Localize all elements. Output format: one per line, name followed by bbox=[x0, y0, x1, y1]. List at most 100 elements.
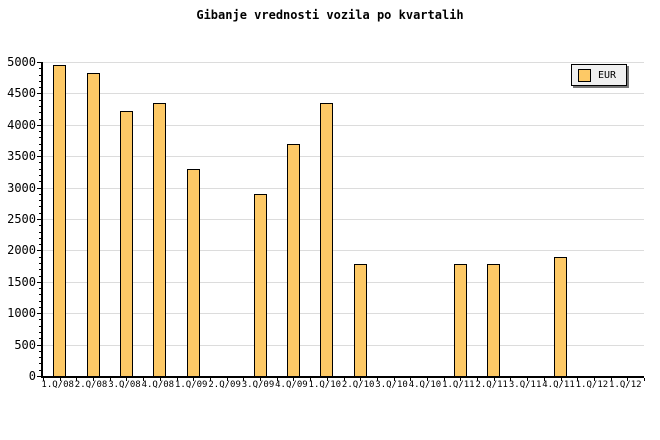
x-axis-label: 2.Q/09 bbox=[208, 380, 241, 390]
y-tick-label: 1500 bbox=[7, 274, 36, 289]
x-axis-tick bbox=[593, 378, 595, 381]
x-axis-tick bbox=[43, 378, 44, 381]
y-axis-tick bbox=[37, 124, 41, 126]
y-axis-tick bbox=[39, 137, 41, 139]
y-axis-tick bbox=[39, 369, 41, 371]
y-axis-tick bbox=[39, 181, 41, 183]
x-axis-label: 3.Q/09 bbox=[241, 380, 275, 390]
x-axis-tick bbox=[209, 378, 211, 381]
gridline bbox=[43, 187, 644, 189]
y-axis-tick bbox=[39, 225, 41, 227]
x-axis-tick bbox=[76, 378, 78, 381]
y-axis-tick bbox=[37, 281, 41, 283]
y-tick-label: 2500 bbox=[7, 212, 36, 226]
y-axis-tick bbox=[39, 68, 41, 70]
x-axis-tick bbox=[226, 378, 228, 381]
x-axis-label: 4.Q/08 bbox=[141, 380, 175, 390]
x-axis-tick bbox=[560, 378, 562, 381]
bar bbox=[119, 110, 133, 376]
x-axis-label: 1.Q/09 bbox=[174, 380, 208, 390]
y-axis-tick bbox=[39, 162, 41, 164]
legend-label: EUR bbox=[598, 69, 617, 81]
x-axis-label: 2.Q/10 bbox=[341, 380, 375, 390]
legend-swatch-eur bbox=[578, 68, 591, 82]
x-axis-tick bbox=[577, 378, 579, 381]
y-axis-tick bbox=[39, 168, 41, 170]
x-axis-tick bbox=[143, 378, 145, 381]
y-axis-tick bbox=[39, 212, 41, 214]
y-axis-tick bbox=[39, 200, 41, 202]
x-axis-tick bbox=[376, 378, 378, 381]
x-axis-tick bbox=[644, 378, 645, 381]
y-axis-tick bbox=[39, 87, 41, 89]
x-axis-label: 1.Q/12 bbox=[609, 380, 642, 390]
x-axis-tick bbox=[410, 378, 412, 381]
y-axis-tick bbox=[39, 300, 41, 302]
bar bbox=[153, 102, 167, 376]
x-axis-label: 4.Q/10 bbox=[408, 380, 442, 390]
bar bbox=[487, 264, 501, 376]
y-axis-tick bbox=[37, 93, 41, 95]
y-axis-tick bbox=[39, 105, 41, 107]
legend: EUR bbox=[571, 64, 627, 86]
x-axis-tick bbox=[527, 378, 529, 381]
x-axis-tick bbox=[293, 378, 295, 381]
y-axis-tick bbox=[39, 262, 41, 264]
x-axis-tick bbox=[443, 378, 445, 381]
x-axis-label: 3.Q/11 bbox=[508, 380, 542, 390]
x-axis-tick bbox=[176, 378, 178, 381]
x-axis-label: 1.Q/11 bbox=[442, 380, 475, 390]
gridline bbox=[43, 344, 644, 346]
y-axis-tick bbox=[39, 231, 41, 233]
x-axis-tick bbox=[477, 378, 479, 381]
bar bbox=[286, 143, 300, 376]
y-axis-tick bbox=[39, 350, 41, 352]
bar bbox=[353, 264, 367, 376]
y-axis-tick bbox=[39, 269, 41, 271]
y-axis-tick bbox=[39, 244, 41, 246]
x-axis-label: 2.Q/11 bbox=[475, 380, 508, 390]
x-axis-tick bbox=[109, 378, 111, 381]
y-axis-tick bbox=[39, 149, 41, 151]
y-tick-label: 1000 bbox=[7, 306, 36, 321]
x-axis-label: 3.Q/08 bbox=[108, 380, 141, 390]
gridline bbox=[43, 156, 644, 158]
y-axis-tick bbox=[39, 275, 41, 277]
y-tick-label: 4000 bbox=[7, 117, 36, 132]
gridline bbox=[43, 313, 644, 315]
y-axis-tick bbox=[37, 219, 41, 220]
y-axis-tick bbox=[39, 288, 41, 290]
x-axis-label: 1.Q/12 bbox=[575, 380, 609, 390]
gridline bbox=[43, 62, 644, 63]
gridline bbox=[43, 124, 644, 126]
x-axis-tick bbox=[360, 378, 362, 381]
x-axis-tick bbox=[493, 378, 495, 381]
x-axis-tick bbox=[393, 378, 395, 381]
x-axis-label: 1.Q/10 bbox=[308, 380, 342, 390]
bar bbox=[253, 193, 267, 376]
x-axis-tick bbox=[93, 378, 95, 381]
x-axis-tick bbox=[243, 378, 245, 381]
bar bbox=[320, 102, 334, 376]
y-axis-tick bbox=[39, 306, 41, 308]
y-axis-tick bbox=[39, 118, 41, 120]
x-axis-tick bbox=[260, 378, 262, 381]
bar bbox=[453, 264, 467, 376]
x-axis-tick bbox=[426, 378, 428, 381]
plot-area bbox=[37, 62, 645, 381]
y-tick-label: 5000 bbox=[7, 55, 36, 69]
y-axis-tick bbox=[39, 131, 41, 133]
x-axis-tick bbox=[326, 378, 328, 381]
x-axis-tick bbox=[543, 378, 545, 381]
y-axis-tick bbox=[37, 156, 41, 158]
bar bbox=[186, 168, 200, 376]
x-axis-label: 1.Q/08 bbox=[41, 380, 74, 390]
y-axis-tick bbox=[37, 376, 41, 377]
bar bbox=[86, 73, 100, 376]
y-axis-tick bbox=[39, 256, 41, 258]
gridline bbox=[43, 93, 644, 95]
y-axis-tick bbox=[39, 206, 41, 208]
y-axis-tick bbox=[39, 237, 41, 239]
y-axis-tick bbox=[37, 250, 41, 252]
x-axis-tick bbox=[276, 378, 278, 381]
